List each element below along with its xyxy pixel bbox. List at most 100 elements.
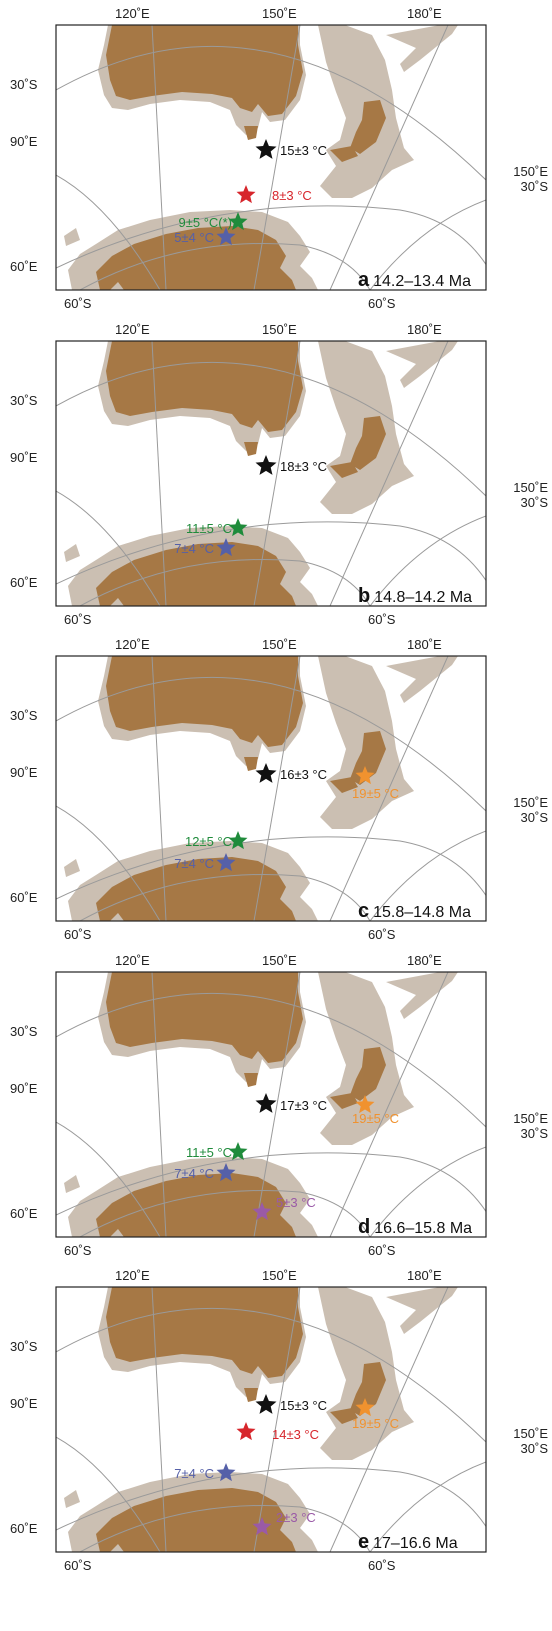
label-lat-30s: 30˚S bbox=[10, 77, 38, 92]
label-lon-60e: 60˚E bbox=[10, 1521, 38, 1536]
label-right-lon: 150˚E bbox=[513, 480, 548, 495]
label-lon-150e: 150˚E bbox=[262, 953, 297, 968]
map-area bbox=[56, 656, 486, 921]
panel-letter: d bbox=[358, 1216, 370, 1238]
site-label-blue: 5±4 °C bbox=[174, 230, 214, 245]
site-star-black bbox=[255, 763, 277, 783]
label-lon-60e: 60˚E bbox=[10, 1206, 38, 1221]
site-label-purple: 5±3 °C bbox=[276, 1195, 316, 1210]
site-star-orange bbox=[355, 1095, 375, 1114]
panel-age: 14.8–14.2 Ma bbox=[374, 589, 472, 606]
ridge-shelf bbox=[386, 341, 458, 388]
map-area bbox=[56, 25, 486, 290]
antarctica-land bbox=[96, 542, 296, 606]
label-lon-180e: 180˚E bbox=[407, 953, 442, 968]
panel-age: 16.6–15.8 Ma bbox=[374, 1220, 472, 1237]
label-right-lat: 30˚S bbox=[521, 1126, 549, 1141]
label-lon-90e: 90˚E bbox=[10, 450, 38, 465]
graticule bbox=[56, 25, 486, 290]
label-right-lat: 30˚S bbox=[521, 495, 549, 510]
panel-letter: b bbox=[358, 585, 370, 607]
map-panel-d: 120˚E 150˚E 180˚E 30˚S 90˚E 60˚E 60˚S 60˚S 150˚E… bbox=[10, 953, 548, 1258]
site-label-black: 15±3 °C bbox=[280, 1398, 327, 1413]
graticule bbox=[56, 972, 486, 1237]
tasmania-land bbox=[244, 1073, 258, 1087]
antarctic-islands bbox=[64, 859, 124, 921]
site-label-black: 16±3 °C bbox=[280, 767, 327, 782]
label-lat-30s: 30˚S bbox=[10, 1024, 38, 1039]
new-zealand-land bbox=[330, 1047, 386, 1109]
site-star-green bbox=[228, 518, 248, 537]
tasmania-land bbox=[244, 442, 258, 456]
tasmania-land bbox=[244, 1388, 258, 1402]
site-label-blue: 7±4 °C bbox=[174, 856, 214, 871]
tasmania-land bbox=[244, 757, 258, 771]
label-lon-90e: 90˚E bbox=[10, 765, 38, 780]
site-label-green: 12±5 °C bbox=[185, 834, 232, 849]
site-label-blue: 7±4 °C bbox=[174, 541, 214, 556]
antarctic-islands bbox=[64, 1175, 124, 1237]
site-star-black bbox=[255, 139, 277, 159]
panel-letter: a bbox=[358, 269, 370, 291]
label-lat-30s: 30˚S bbox=[10, 708, 38, 723]
label-lon-60e: 60˚E bbox=[10, 259, 38, 274]
site-star-green bbox=[228, 1142, 248, 1161]
site-star-blue bbox=[216, 538, 236, 557]
site-label-purple: 2±3 °C bbox=[276, 1510, 316, 1525]
antarctica-land bbox=[96, 1173, 296, 1237]
new-zealand-land bbox=[330, 100, 386, 162]
site-label-black: 17±3 °C bbox=[280, 1098, 327, 1113]
label-lon-180e: 180˚E bbox=[407, 322, 442, 337]
label-lat-30s: 30˚S bbox=[10, 1339, 38, 1354]
label-right-lat: 30˚S bbox=[521, 1441, 549, 1456]
site-star-blue bbox=[216, 1163, 236, 1182]
site-star-blue bbox=[216, 1463, 236, 1482]
label-right-lat: 30˚S bbox=[521, 179, 549, 194]
label-lon-150e: 150˚E bbox=[262, 6, 297, 21]
site-star-orange bbox=[355, 1398, 375, 1417]
site-star-purple bbox=[252, 1517, 272, 1536]
map-frame bbox=[55, 971, 487, 1238]
label-lon-150e: 150˚E bbox=[262, 637, 297, 652]
label-lat-60s-left: 60˚S bbox=[64, 927, 92, 942]
ridge-shelf bbox=[386, 25, 458, 72]
map-frame bbox=[55, 340, 487, 607]
map-area bbox=[56, 972, 486, 1237]
site-star-green bbox=[228, 212, 248, 231]
label-lon-150e: 150˚E bbox=[262, 1268, 297, 1283]
panel-label: d 16.6–15.8 Ma bbox=[358, 1216, 472, 1238]
panel-age: 15.8–14.8 Ma bbox=[373, 904, 471, 921]
label-lat-60s-right: 60˚S bbox=[368, 927, 396, 942]
label-lon-60e: 60˚E bbox=[10, 575, 38, 590]
new-zealand-land bbox=[330, 416, 386, 478]
label-lon-60e: 60˚E bbox=[10, 890, 38, 905]
antarctic-islands bbox=[64, 228, 124, 290]
site-label-green: 11±5 °C bbox=[186, 521, 232, 536]
site-star-red bbox=[236, 185, 256, 204]
antarctic-islands bbox=[64, 544, 124, 606]
site-star-purple bbox=[252, 1202, 272, 1221]
label-lat-60s-right: 60˚S bbox=[368, 296, 396, 311]
label-lat-30s: 30˚S bbox=[10, 393, 38, 408]
label-lon-90e: 90˚E bbox=[10, 134, 38, 149]
site-label-black: 18±3 °C bbox=[280, 459, 327, 474]
graticule bbox=[56, 341, 486, 606]
map-frame bbox=[55, 24, 487, 291]
label-lon-120e: 120˚E bbox=[115, 6, 150, 21]
site-star-red bbox=[236, 1422, 256, 1441]
site-label-orange: 19±5 °C bbox=[352, 786, 399, 801]
site-label-red: 14±3 °C bbox=[272, 1427, 319, 1442]
label-lat-60s-left: 60˚S bbox=[64, 612, 92, 627]
label-lon-180e: 180˚E bbox=[407, 637, 442, 652]
label-lon-180e: 180˚E bbox=[407, 1268, 442, 1283]
panel-label: a 14.2–13.4 Ma bbox=[358, 269, 471, 291]
new-zealand-land bbox=[330, 1362, 386, 1424]
site-label-blue: 7±4 °C bbox=[174, 1466, 214, 1481]
panel-label: b 14.8–14.2 Ma bbox=[358, 585, 472, 607]
panel-age: 14.2–13.4 Ma bbox=[373, 273, 471, 290]
site-label-green: 11±5 °C bbox=[186, 1145, 232, 1160]
antarctica-land bbox=[96, 1488, 296, 1552]
label-lat-60s-right: 60˚S bbox=[368, 1558, 396, 1573]
site-label-orange: 19±5 °C bbox=[352, 1111, 399, 1126]
label-lon-180e: 180˚E bbox=[407, 6, 442, 21]
